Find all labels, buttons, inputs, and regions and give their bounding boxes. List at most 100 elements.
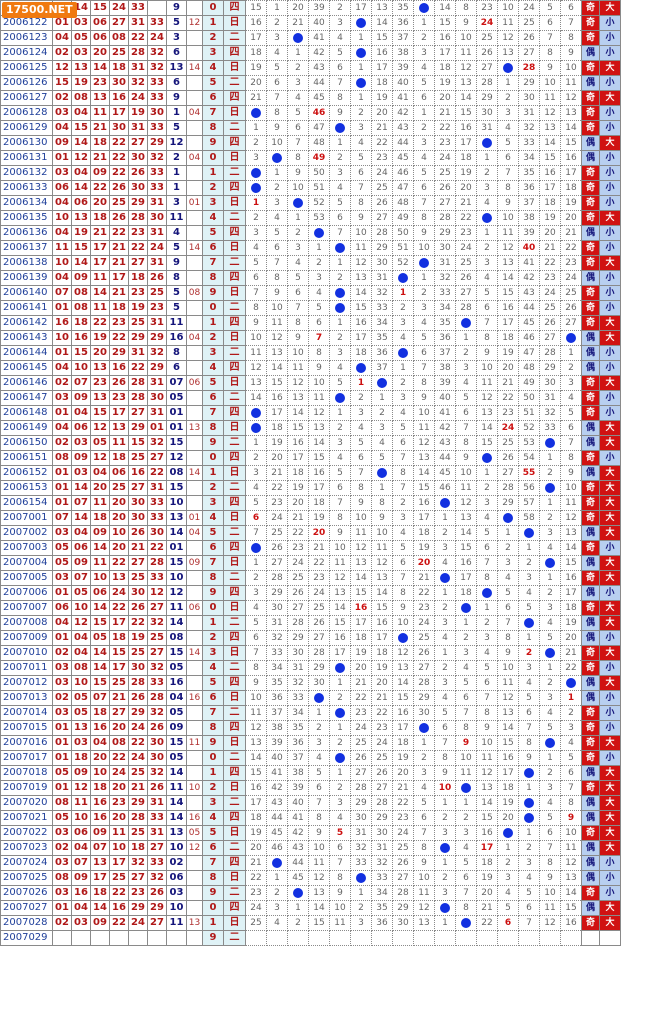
miss-count-cell: 3 [497, 105, 519, 121]
miss-count-cell: 14 [329, 600, 351, 616]
blue-ball-marker-icon [293, 32, 303, 43]
miss-count-cell: 24 [308, 585, 330, 601]
red-ball-cell: 33 [147, 165, 167, 181]
miss-count-cell: 26 [560, 300, 582, 316]
miss-count-cell: 6 [266, 240, 288, 256]
red-ball-cell: 04 [52, 420, 72, 436]
miss-count-cell [539, 435, 561, 451]
miss-count-cell: 15 [539, 150, 561, 166]
miss-count-cell [455, 780, 477, 796]
miss-count-cell [245, 930, 267, 946]
digit-cell: 4 [202, 810, 224, 826]
miss-count-cell: 3 [455, 825, 477, 841]
red-ball-cell: 33 [147, 90, 167, 106]
miss-count-cell: 1 [329, 315, 351, 331]
miss-count-cell: 6 [560, 0, 582, 16]
digit-cell: 6 [202, 90, 224, 106]
red-ball-cell: 28 [128, 210, 148, 226]
sum-tail-cell: 14 [186, 240, 203, 256]
odd-even-cell: 奇 [581, 705, 600, 721]
miss-count-cell: 19 [539, 210, 561, 226]
red-ball-cell: 12 [71, 780, 91, 796]
miss-count-cell: 1 [266, 0, 288, 16]
miss-count-cell: 16 [329, 630, 351, 646]
miss-count-cell: 17 [392, 720, 414, 736]
miss-count-cell: 16 [560, 150, 582, 166]
blue-ball-cell: 1 [166, 165, 187, 181]
miss-count-cell: 2 [518, 645, 540, 661]
miss-count-cell: 13 [560, 870, 582, 886]
period-cell: 2007006 [0, 585, 53, 601]
red-ball-cell: 03 [71, 735, 91, 751]
red-ball-cell: 14 [90, 660, 110, 676]
miss-count-cell: 47 [518, 345, 540, 361]
red-ball-cell: 21 [109, 285, 129, 301]
table-row: 2006151 08 09 12 18 25 27 12 0 四 2 20 17 15 4 6 5 7 13 44 9 2… [0, 450, 621, 466]
miss-count-cell: 1 [476, 225, 498, 241]
miss-count-cell: 9 [497, 645, 519, 661]
blue-ball-marker-icon [314, 692, 324, 703]
miss-count-cell: 1 [350, 60, 372, 76]
red-ball-cell: 17 [90, 870, 110, 886]
period-cell: 2007029 [0, 930, 53, 946]
miss-count-cell: 16 [350, 600, 372, 616]
weekday-cell: 四 [223, 495, 246, 511]
miss-count-cell: 20 [245, 75, 267, 91]
red-ball-cell: 09 [71, 765, 91, 781]
miss-count-cell: 17 [329, 645, 351, 661]
miss-count-cell: 7 [455, 705, 477, 721]
miss-count-cell: 47 [308, 120, 330, 136]
miss-count-cell: 31 [371, 840, 393, 856]
miss-count-cell [539, 930, 561, 946]
period-cell: 2006153 [0, 480, 53, 496]
weekday-cell: 二 [223, 300, 246, 316]
red-ball-cell: 31 [128, 120, 148, 136]
table-row: 2006149 04 06 12 13 29 01 01 13 8 日 18 15 13 2 4 3 5 11 42 7… [0, 420, 621, 436]
red-ball-cell: 08 [71, 90, 91, 106]
red-ball-cell: 26 [109, 180, 129, 196]
digit-cell: 9 [202, 735, 224, 751]
miss-count-cell: 5 [350, 435, 372, 451]
miss-count-cell: 15 [371, 600, 393, 616]
miss-count-cell [266, 855, 288, 871]
miss-count-cell: 43 [266, 795, 288, 811]
red-ball-cell: 22 [109, 600, 129, 616]
sum-tail-cell [186, 630, 203, 646]
miss-count-cell: 3 [245, 585, 267, 601]
odd-even-cell: 奇 [581, 255, 600, 271]
miss-count-cell: 6 [329, 480, 351, 496]
red-ball-cell: 27 [147, 600, 167, 616]
red-ball-cell: 13 [90, 390, 110, 406]
miss-count-cell: 14 [455, 90, 477, 106]
miss-count-cell: 17 [371, 60, 393, 76]
miss-count-cell: 10 [413, 405, 435, 421]
miss-count-cell: 12 [266, 330, 288, 346]
red-ball-cell: 01 [52, 780, 72, 796]
miss-count-cell: 15 [413, 480, 435, 496]
miss-count-cell: 16 [476, 825, 498, 841]
miss-count-cell: 2 [434, 810, 456, 826]
miss-count-cell: 34 [287, 705, 309, 721]
miss-count-cell: 19 [245, 60, 267, 76]
miss-count-cell: 2 [392, 300, 414, 316]
red-ball-cell: 18 [128, 270, 148, 286]
blue-ball-cell: 4 [166, 225, 187, 241]
red-ball-cell: 20 [109, 810, 129, 826]
miss-count-cell: 5 [497, 585, 519, 601]
blue-ball-cell: 15 [166, 735, 187, 751]
blue-ball-marker-icon [335, 662, 345, 673]
weekday-cell: 四 [223, 720, 246, 736]
red-ball-cell: 05 [71, 690, 91, 706]
digit-cell: 8 [202, 570, 224, 586]
miss-count-cell: 17 [560, 585, 582, 601]
sum-tail-cell [186, 0, 203, 16]
miss-count-cell: 6 [308, 780, 330, 796]
blue-ball-cell: 05 [166, 750, 187, 766]
miss-count-cell: 23 [266, 495, 288, 511]
miss-count-cell: 1 [560, 690, 582, 706]
table-row: 2006123 04 05 06 08 22 24 3 2 二 17 3 41 4 1 15 37 2 16 10 25… [0, 30, 621, 46]
miss-count-cell: 4 [329, 450, 351, 466]
odd-even-cell: 偶 [581, 615, 600, 631]
miss-count-cell: 8 [455, 0, 477, 16]
miss-count-cell [308, 930, 330, 946]
